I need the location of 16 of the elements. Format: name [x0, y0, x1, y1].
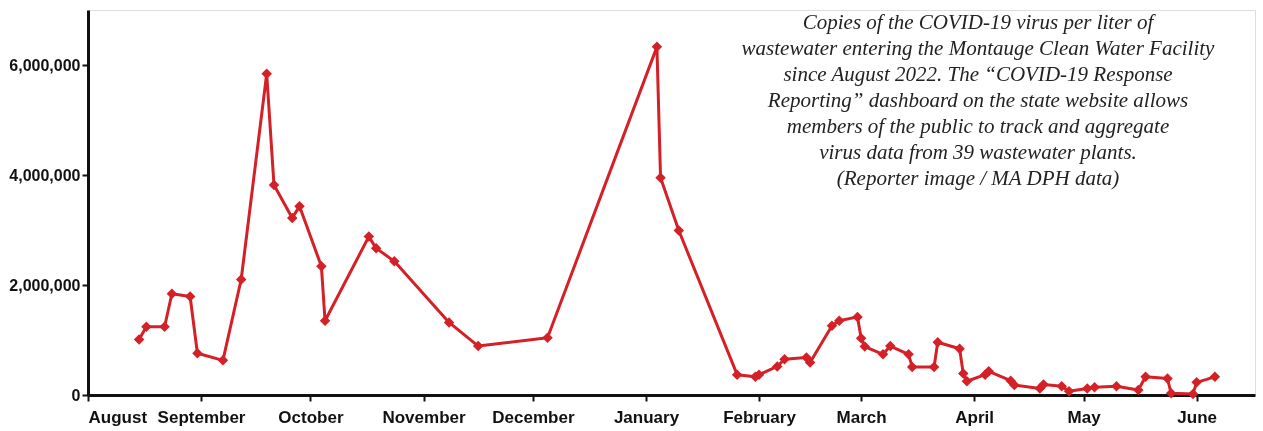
x-tick-label: September	[157, 407, 246, 427]
x-tick-label: November	[382, 407, 466, 427]
y-tick-label: 4,000,000	[9, 166, 81, 184]
y-tick-label: 2,000,000	[9, 276, 81, 294]
x-tick-label: January	[613, 407, 680, 427]
y-tick-label: 6,000,000	[9, 56, 81, 74]
y-tick-label: 0	[71, 386, 81, 404]
x-tick-label: February	[723, 407, 797, 427]
x-tick-label: August	[88, 407, 148, 427]
annotation: Copies of the COVID-19 virus per liter of wastewater entering the Montauge Clean Water Facility since August 2022. The “COVID-19 Response Reporting” dashboard on the state website allows members of the public to track and aggregate virus data from 39 wastewater plants. (Reporter image / MA DPH data)	[741, 10, 1216, 190]
x-tick-label: May	[1067, 407, 1102, 427]
x-tick-label: April	[955, 407, 995, 427]
x-tick-label: March	[836, 407, 887, 427]
x-tick-label: June	[1177, 407, 1217, 427]
x-tick-label: October	[278, 407, 344, 427]
x-tick-label: December	[492, 407, 575, 427]
